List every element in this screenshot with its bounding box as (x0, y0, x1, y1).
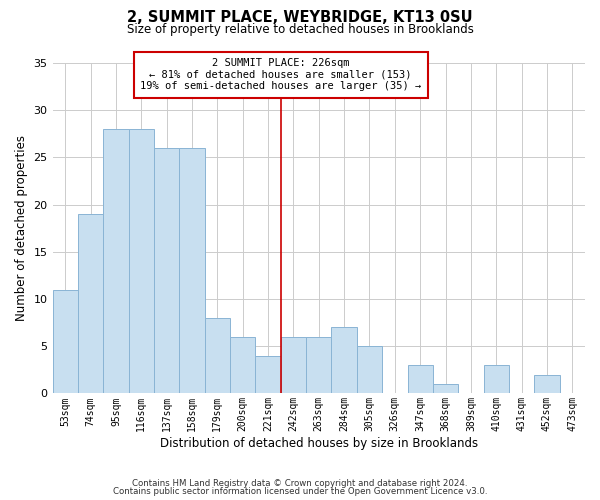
Bar (484, 365, 509, 394)
Text: 2, SUMMIT PLACE, WEYBRIDGE, KT13 0SU: 2, SUMMIT PLACE, WEYBRIDGE, KT13 0SU (127, 10, 473, 25)
X-axis label: Distribution of detached houses by size in Brooklands: Distribution of detached houses by size … (160, 437, 478, 450)
Y-axis label: Number of detached properties: Number of detached properties (15, 135, 28, 321)
Bar (306, 337, 331, 394)
Text: Contains public sector information licensed under the Open Government Licence v3: Contains public sector information licen… (113, 487, 487, 496)
Text: Size of property relative to detached houses in Brooklands: Size of property relative to detached ho… (127, 22, 473, 36)
Bar (154, 148, 179, 394)
Bar (103, 129, 128, 394)
Bar (534, 374, 560, 394)
Bar (256, 356, 281, 394)
Text: 2 SUMMIT PLACE: 226sqm
← 81% of detached houses are smaller (153)
19% of semi-de: 2 SUMMIT PLACE: 226sqm ← 81% of detached… (140, 58, 421, 92)
Bar (230, 337, 256, 394)
Bar (78, 214, 103, 394)
Bar (331, 328, 357, 394)
Bar (357, 346, 382, 394)
Text: Contains HM Land Registry data © Crown copyright and database right 2024.: Contains HM Land Registry data © Crown c… (132, 478, 468, 488)
Bar (433, 384, 458, 394)
Bar (53, 290, 78, 394)
Bar (128, 129, 154, 394)
Bar (205, 318, 230, 394)
Bar (407, 365, 433, 394)
Bar (281, 337, 306, 394)
Bar (179, 148, 205, 394)
